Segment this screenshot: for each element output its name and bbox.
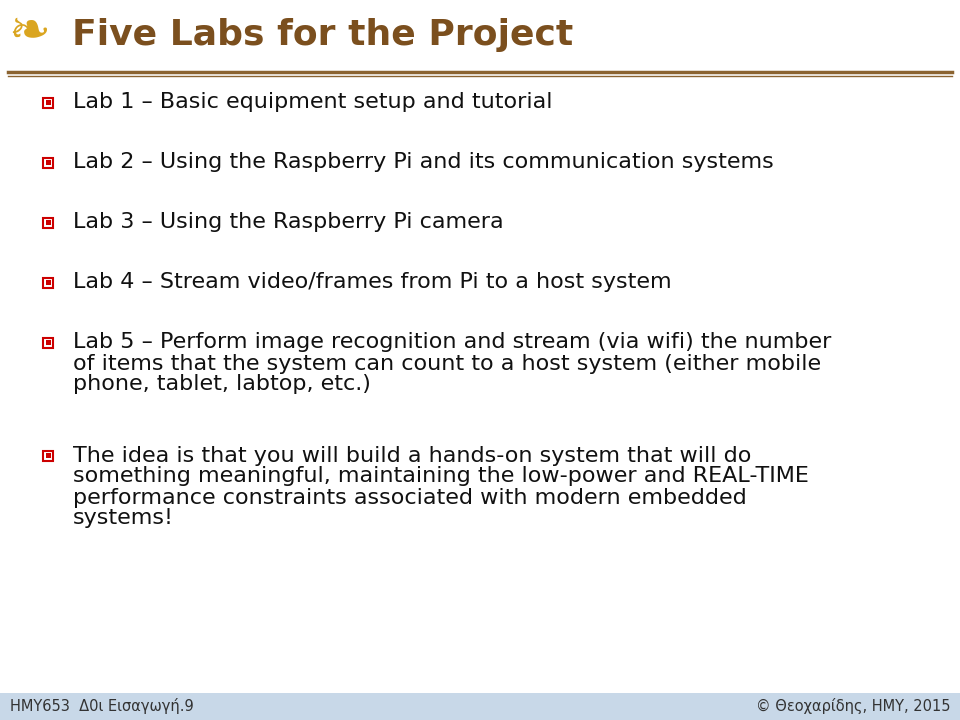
Bar	[45, 280, 51, 285]
Text: phone, tablet, labtop, etc.): phone, tablet, labtop, etc.)	[73, 374, 371, 395]
Bar	[45, 340, 51, 345]
Bar	[43, 451, 53, 461]
Bar	[43, 277, 53, 287]
Text: Lab 2 – Using the Raspberry Pi and its communication systems: Lab 2 – Using the Raspberry Pi and its c…	[73, 153, 774, 173]
Text: systems!: systems!	[73, 508, 174, 528]
Text: Lab 5 – Perform image recognition and stream (via wifi) the number: Lab 5 – Perform image recognition and st…	[73, 333, 831, 353]
Text: performance constraints associated with modern embedded: performance constraints associated with …	[73, 487, 747, 508]
Text: something meaningful, maintaining the low-power and REAL-TIME: something meaningful, maintaining the lo…	[73, 467, 809, 487]
Bar	[45, 100, 51, 105]
Text: © Θεοχαρίδης, HMY, 2015: © Θεοχαρίδης, HMY, 2015	[756, 698, 950, 714]
Bar	[43, 338, 53, 348]
Text: The idea is that you will build a hands-on system that will do: The idea is that you will build a hands-…	[73, 446, 752, 466]
Bar	[43, 217, 53, 228]
Bar	[43, 97, 53, 107]
Bar	[45, 453, 51, 458]
Bar	[43, 158, 53, 168]
Text: Lab 4 – Stream video/frames from Pi to a host system: Lab 4 – Stream video/frames from Pi to a…	[73, 272, 672, 292]
Bar	[45, 160, 51, 165]
Text: ❧: ❧	[8, 8, 50, 56]
Text: Five Labs for the Project: Five Labs for the Project	[72, 18, 573, 52]
Text: Lab 3 – Using the Raspberry Pi camera: Lab 3 – Using the Raspberry Pi camera	[73, 212, 504, 233]
Text: Lab 1 – Basic equipment setup and tutorial: Lab 1 – Basic equipment setup and tutori…	[73, 92, 553, 112]
Bar	[45, 220, 51, 225]
Text: of items that the system can count to a host system (either mobile: of items that the system can count to a …	[73, 354, 821, 374]
Bar	[0, 693, 960, 720]
Text: HMY653  Δ0ι Εισαγωγή.9: HMY653 Δ0ι Εισαγωγή.9	[10, 698, 194, 714]
